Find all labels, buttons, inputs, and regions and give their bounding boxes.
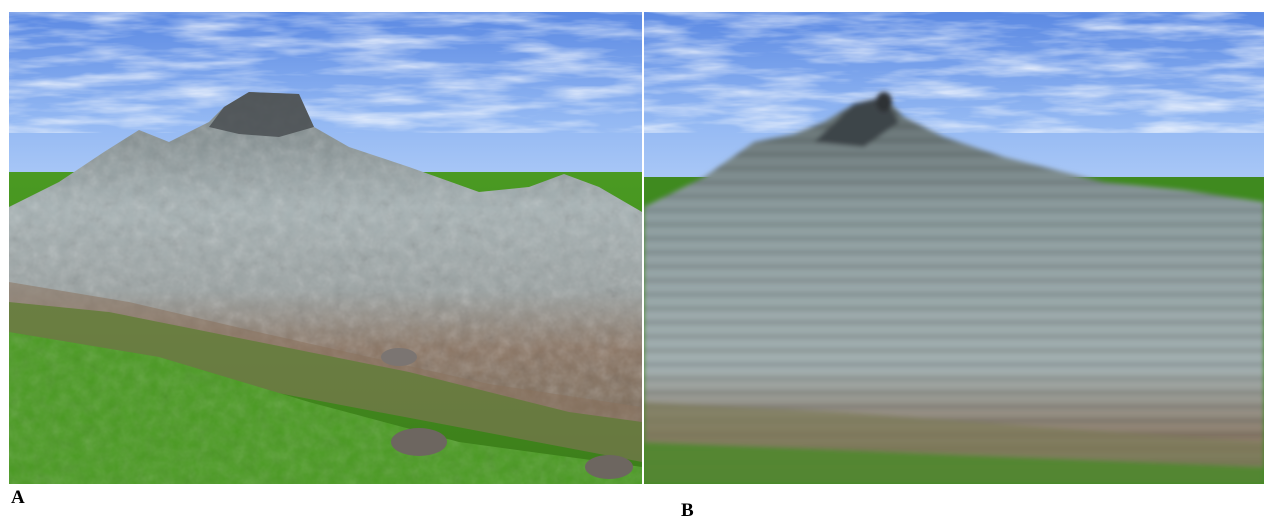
terrain-image-a [9, 12, 642, 484]
terrain-image-b [644, 12, 1264, 484]
panel-label-a: A [11, 487, 25, 508]
terrain-render-b [644, 12, 1264, 484]
terrain-render-a [9, 12, 642, 484]
panel-label-b: B [681, 500, 694, 521]
